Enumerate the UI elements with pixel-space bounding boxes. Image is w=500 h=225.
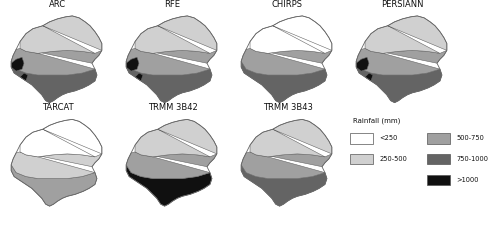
Polygon shape bbox=[20, 119, 102, 157]
Text: <250: <250 bbox=[379, 135, 398, 141]
Polygon shape bbox=[126, 61, 212, 103]
Polygon shape bbox=[11, 61, 97, 103]
Polygon shape bbox=[365, 16, 447, 53]
Polygon shape bbox=[20, 73, 28, 81]
Polygon shape bbox=[356, 57, 369, 71]
Polygon shape bbox=[11, 152, 102, 179]
Polygon shape bbox=[135, 73, 143, 81]
Polygon shape bbox=[250, 119, 332, 157]
Polygon shape bbox=[365, 73, 373, 81]
Title: TRMM 3B42: TRMM 3B42 bbox=[148, 104, 198, 112]
Bar bbox=[350, 133, 373, 144]
Text: >1000: >1000 bbox=[456, 177, 479, 183]
Text: Rainfall (mm): Rainfall (mm) bbox=[353, 118, 400, 124]
Text: 750-1000: 750-1000 bbox=[456, 156, 488, 162]
Polygon shape bbox=[241, 61, 327, 103]
Polygon shape bbox=[241, 152, 332, 179]
Polygon shape bbox=[126, 152, 217, 179]
Text: 250-500: 250-500 bbox=[379, 156, 407, 162]
Polygon shape bbox=[250, 16, 332, 53]
Bar bbox=[427, 154, 450, 164]
Title: PERSIANN: PERSIANN bbox=[381, 0, 424, 9]
Title: RFE: RFE bbox=[164, 0, 180, 9]
Bar bbox=[427, 175, 450, 185]
Polygon shape bbox=[241, 165, 327, 206]
Polygon shape bbox=[11, 57, 24, 71]
Title: TRMM 3B43: TRMM 3B43 bbox=[262, 104, 312, 112]
Text: 500-750: 500-750 bbox=[456, 135, 484, 141]
Bar bbox=[350, 154, 373, 164]
Polygon shape bbox=[135, 16, 217, 53]
Polygon shape bbox=[126, 57, 139, 71]
Polygon shape bbox=[126, 48, 217, 75]
Title: ARC: ARC bbox=[49, 0, 66, 9]
Title: CHIRPS: CHIRPS bbox=[272, 0, 303, 9]
Polygon shape bbox=[11, 48, 102, 75]
Polygon shape bbox=[356, 61, 442, 103]
Polygon shape bbox=[241, 48, 332, 75]
Polygon shape bbox=[11, 165, 97, 206]
Bar bbox=[427, 133, 450, 144]
Polygon shape bbox=[356, 48, 447, 75]
Title: TARCAT: TARCAT bbox=[42, 104, 74, 112]
Polygon shape bbox=[126, 165, 212, 206]
Polygon shape bbox=[135, 119, 217, 157]
Polygon shape bbox=[20, 16, 102, 53]
